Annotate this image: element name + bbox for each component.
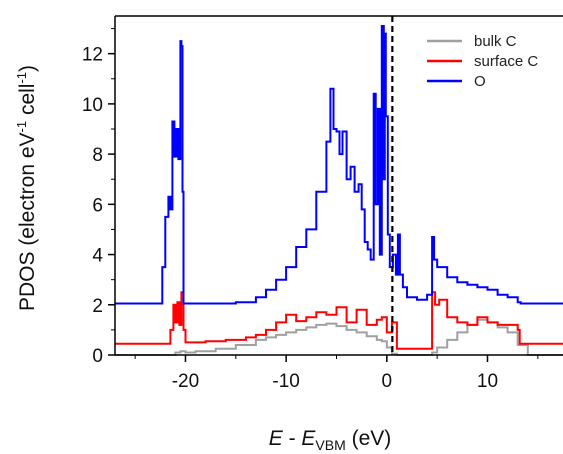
- y-tick-label: 6: [92, 195, 103, 216]
- y-tick-label: 2: [92, 296, 103, 317]
- plot-area: 0 2 4 6 8 10 12 -20 -10 0 10 bulk C surface C O: [82, 15, 563, 392]
- legend-label-surface-c: surface C: [474, 53, 538, 70]
- legend-label-bulk-c: bulk C: [474, 33, 517, 50]
- x-axis-label: E - EVBM (eV): [269, 427, 392, 453]
- y-tick-label: 0: [92, 346, 103, 367]
- legend: bulk C surface C O: [427, 33, 538, 90]
- x-tick-label: -10: [272, 371, 299, 392]
- x-tick-label: 10: [477, 371, 498, 392]
- y-tick-label: 4: [92, 246, 103, 267]
- series-line-o: [115, 25, 563, 305]
- y-tick-label: 8: [92, 145, 103, 166]
- y-tick-label: 10: [82, 95, 103, 116]
- series-line-surface-c: [115, 291, 563, 350]
- x-tick-label: -20: [172, 371, 199, 392]
- legend-label-o: O: [474, 73, 486, 90]
- x-tick-label: 0: [382, 371, 393, 392]
- y-axis-label: PDOS (electron eV-1 cell-1): [14, 65, 39, 311]
- y-tick-label: 12: [82, 45, 103, 66]
